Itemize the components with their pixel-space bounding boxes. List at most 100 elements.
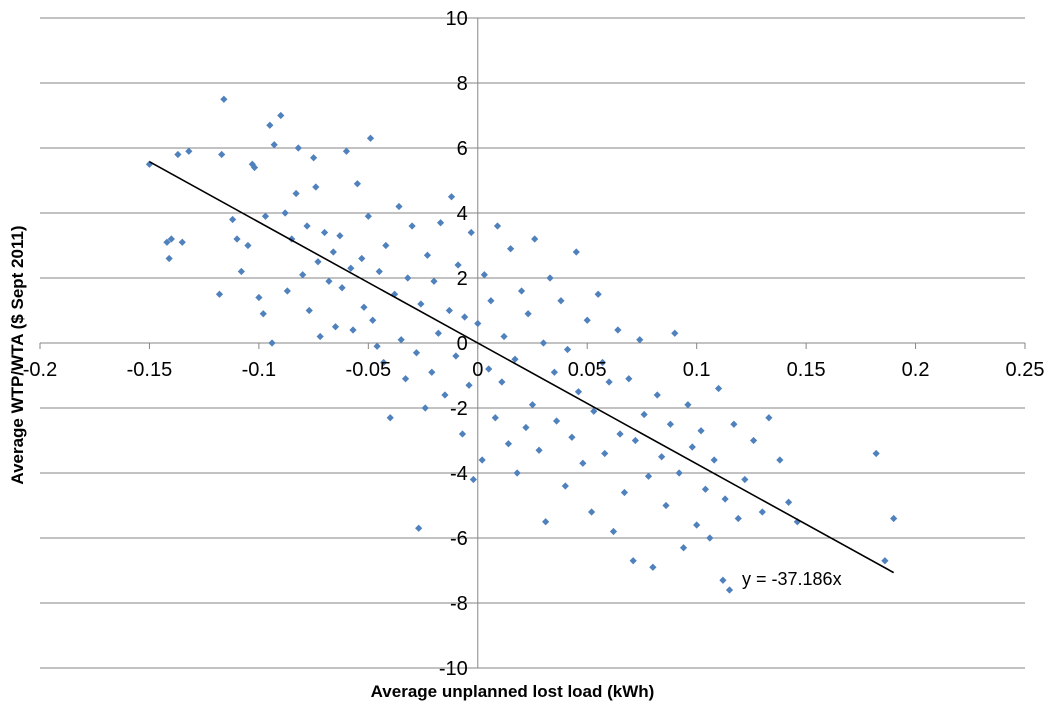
data-point	[522, 423, 530, 432]
data-point	[498, 378, 506, 386]
x-tick-label: 0.25	[1006, 359, 1045, 381]
data-point	[380, 358, 388, 367]
data-point	[342, 147, 351, 155]
data-point	[178, 238, 186, 246]
x-tick-label: -0.15	[127, 359, 173, 381]
data-point	[474, 319, 482, 328]
data-point	[428, 368, 436, 376]
data-point	[360, 303, 368, 311]
data-points	[145, 95, 898, 594]
data-point	[369, 316, 377, 324]
y-tick-label: 0	[457, 333, 468, 355]
data-point	[666, 420, 674, 428]
data-point	[552, 417, 561, 425]
data-point	[793, 518, 801, 526]
data-point	[758, 508, 766, 516]
trendline	[149, 161, 895, 574]
data-point	[237, 267, 245, 276]
data-point	[574, 388, 583, 396]
data-point	[517, 287, 526, 295]
data-point	[336, 232, 344, 240]
data-point	[310, 154, 318, 162]
data-point	[640, 410, 648, 419]
x-tick-label: -0.1	[242, 359, 276, 381]
y-tick-label: -6	[450, 528, 468, 550]
data-point	[312, 183, 320, 191]
data-point	[531, 235, 539, 243]
data-point	[561, 482, 569, 490]
data-point	[277, 111, 285, 120]
data-point	[721, 495, 729, 503]
y-tick-label: -10	[439, 658, 468, 680]
data-point	[478, 456, 486, 464]
data-point	[220, 95, 228, 103]
data-point	[625, 375, 633, 383]
data-point	[397, 336, 405, 344]
data-point	[524, 310, 532, 318]
data-point	[174, 150, 182, 159]
x-tick-label: 0.15	[787, 359, 826, 381]
data-point	[445, 306, 453, 315]
data-point	[364, 212, 372, 220]
y-tick-label: -4	[450, 463, 468, 485]
data-point	[507, 245, 515, 253]
data-point	[415, 524, 423, 532]
x-axis-title: Average unplanned lost load (kWh)	[371, 682, 655, 701]
data-point	[331, 323, 340, 331]
y-tick-label: 6	[457, 138, 468, 160]
data-point	[469, 475, 477, 484]
data-point	[749, 436, 758, 445]
data-point	[881, 557, 889, 565]
data-point	[890, 514, 898, 523]
data-point	[259, 310, 267, 318]
data-point	[629, 557, 637, 565]
data-point	[542, 518, 550, 526]
y-tick-label: -2	[450, 398, 468, 420]
data-point	[493, 222, 502, 230]
data-point	[636, 336, 644, 344]
data-point	[675, 469, 683, 477]
data-point	[423, 251, 432, 259]
data-point	[366, 134, 375, 142]
data-point	[266, 121, 274, 129]
data-point	[671, 329, 679, 337]
data-point	[568, 433, 576, 441]
y-tick-label: 2	[457, 268, 468, 290]
data-point	[244, 241, 252, 250]
data-point	[620, 488, 629, 497]
data-point	[546, 274, 554, 282]
data-point	[504, 440, 513, 448]
data-point	[452, 352, 460, 360]
data-point	[215, 290, 224, 298]
data-point	[401, 375, 410, 383]
data-point	[229, 215, 237, 224]
data-point	[710, 456, 718, 464]
data-point	[303, 222, 311, 230]
data-point	[644, 472, 653, 480]
data-point	[465, 381, 473, 389]
x-tick-label: -0.2	[23, 359, 57, 381]
data-point	[338, 284, 346, 292]
data-point	[485, 365, 493, 373]
data-point	[421, 404, 429, 412]
data-point	[719, 576, 727, 584]
data-point	[563, 345, 572, 354]
data-point	[684, 401, 692, 409]
data-point	[347, 264, 355, 272]
trendline-group	[149, 161, 895, 574]
data-point	[765, 414, 773, 422]
data-point	[513, 469, 521, 477]
data-point	[539, 339, 548, 347]
data-point	[320, 228, 329, 237]
data-point	[701, 485, 710, 493]
data-point	[185, 147, 193, 155]
data-point	[872, 449, 880, 458]
x-tick-label: 0.05	[568, 359, 607, 381]
data-point	[218, 150, 226, 159]
x-tick-labels: -0.2 -0.15 -0.1 -0.05 0 0.05 0.1 0.15 0.2 0.25	[23, 359, 1045, 381]
data-point	[316, 332, 324, 341]
data-point	[294, 144, 302, 152]
data-point	[353, 180, 361, 188]
data-point	[281, 209, 289, 217]
